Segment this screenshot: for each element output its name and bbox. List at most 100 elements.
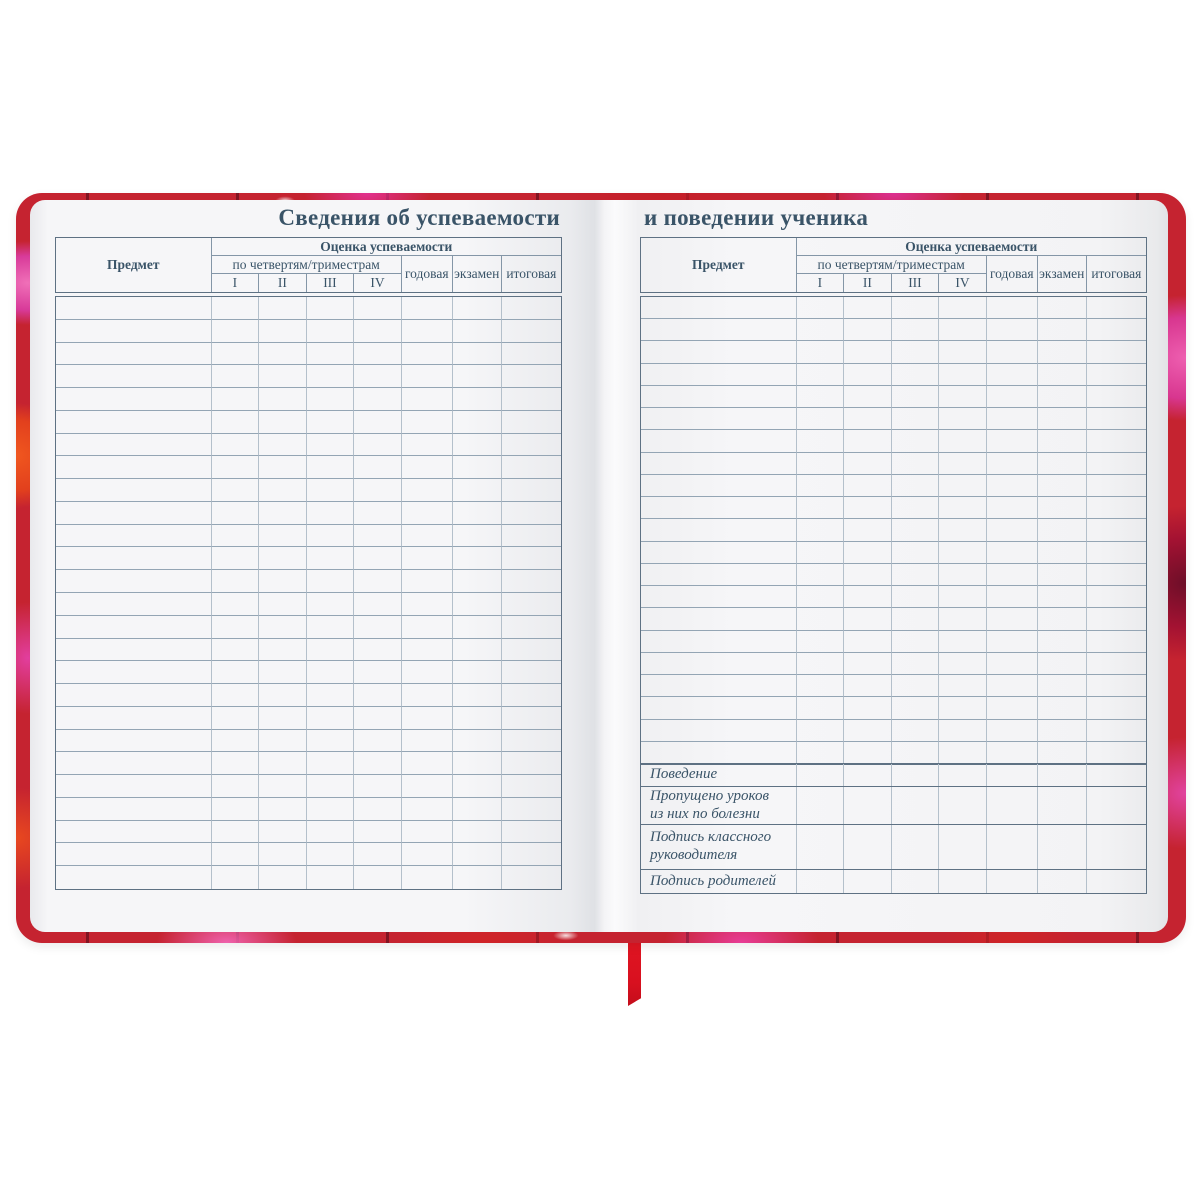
grade-cell [56, 775, 212, 798]
grade-cell [796, 563, 845, 587]
grade-cell [401, 797, 453, 821]
summary-cell [1038, 787, 1087, 824]
quarter-1-header: I [797, 274, 845, 292]
grade-cell [641, 497, 797, 520]
grade-cell [306, 410, 355, 434]
grade-cell [939, 697, 987, 720]
grade-cell [211, 342, 260, 366]
grade-cell [259, 365, 307, 389]
grade-cell [939, 586, 987, 609]
grade-cell [1086, 453, 1146, 475]
grade-cell [986, 719, 1038, 742]
left-table-header: Предмет Оценка успеваемости по четвертям… [55, 237, 562, 293]
grade-cell [452, 410, 502, 434]
grade-cell [986, 608, 1038, 631]
grade-cell [452, 729, 502, 753]
grade-cell [1037, 319, 1087, 342]
grade-cell [401, 388, 453, 411]
grade-cell [1086, 675, 1146, 698]
grade-cell [844, 363, 892, 386]
right-table-header: Предмет Оценка успеваемости по четвертям… [640, 237, 1147, 293]
summary-label-line: Подпись родителей [650, 872, 777, 889]
grade-cell [401, 752, 453, 776]
grade-cell [56, 410, 212, 434]
grade-cell [891, 586, 940, 609]
grade-cell [452, 638, 502, 662]
grade-cell [891, 474, 940, 498]
grade-cell [796, 519, 845, 542]
grade-cell [1086, 475, 1146, 498]
quarter-2-header: II [844, 274, 892, 292]
grade-cell [986, 563, 1038, 587]
grade-cell [892, 741, 940, 764]
grade-cell [354, 456, 402, 480]
grade-cell [891, 430, 940, 453]
grade-cell [211, 570, 260, 593]
annual-grade-header: годовая [987, 256, 1038, 292]
grade-cell [844, 675, 892, 698]
summary-cell [987, 825, 1038, 869]
grade-cell [402, 866, 453, 889]
grade-cell [56, 433, 212, 457]
grade-cell [259, 297, 307, 320]
grade-cell [1037, 497, 1087, 520]
grade-cell [259, 342, 307, 366]
summary-row-label: Поведение [641, 764, 797, 786]
grade-cell [306, 775, 355, 798]
grade-cell [56, 365, 212, 389]
grade-cell [259, 410, 307, 434]
grade-cell [211, 410, 260, 434]
grade-cell [401, 729, 453, 753]
grade-cell [259, 752, 307, 776]
summary-label-line: Подпись классного [650, 829, 772, 846]
grade-cell [641, 652, 797, 676]
left-page: Сведения об успеваемости Предмет Оценка … [55, 200, 562, 932]
quarters-group-header: по четвертям/триместрам [796, 256, 987, 274]
grade-cell [939, 563, 987, 587]
grade-cell [452, 342, 502, 366]
grade-cell [939, 719, 987, 742]
grade-cell [501, 616, 561, 639]
grade-cell [452, 547, 502, 571]
summary-row-label: Пропущено уроков из них по болезни [641, 787, 797, 824]
summary-cell [987, 787, 1038, 824]
grade-cell [212, 866, 260, 889]
summary-cell [939, 825, 987, 869]
grade-cell [211, 615, 260, 639]
grade-cell [501, 525, 561, 548]
grade-cell [306, 524, 355, 548]
grade-cell [796, 497, 845, 520]
grade-cell [986, 675, 1038, 698]
grade-cell [641, 452, 797, 475]
summary-cell [1038, 764, 1087, 786]
grade-cell [452, 592, 502, 616]
grade-cell [796, 630, 845, 653]
grade-cell [306, 342, 355, 366]
grade-cell [259, 866, 307, 889]
grade-cell [1086, 519, 1146, 542]
grade-cell [796, 452, 845, 475]
grade-cell [939, 297, 987, 320]
grade-cell [56, 866, 212, 889]
grade-cell [501, 434, 561, 457]
grade-cell [306, 388, 355, 411]
grade-cell [56, 706, 212, 730]
grade-cell [56, 638, 212, 662]
exam-grade-header: экзамен [1038, 256, 1087, 292]
summary-cell [1087, 825, 1146, 869]
grade-cell [259, 456, 307, 480]
grade-cell [641, 385, 797, 409]
grade-cell [259, 570, 307, 593]
diary-cover: Сведения об успеваемости Предмет Оценка … [16, 193, 1186, 943]
grade-cell [306, 638, 355, 662]
grade-cell [259, 706, 307, 730]
grade-cell [501, 684, 561, 707]
grade-cell [1037, 675, 1087, 698]
grade-cell [796, 652, 845, 676]
grade-cell [1037, 519, 1087, 542]
grade-cell [796, 675, 845, 698]
summary-label-line: руководителя [650, 847, 738, 863]
grade-cell [56, 388, 212, 411]
grade-cell [211, 592, 260, 616]
grade-cell [939, 519, 987, 542]
